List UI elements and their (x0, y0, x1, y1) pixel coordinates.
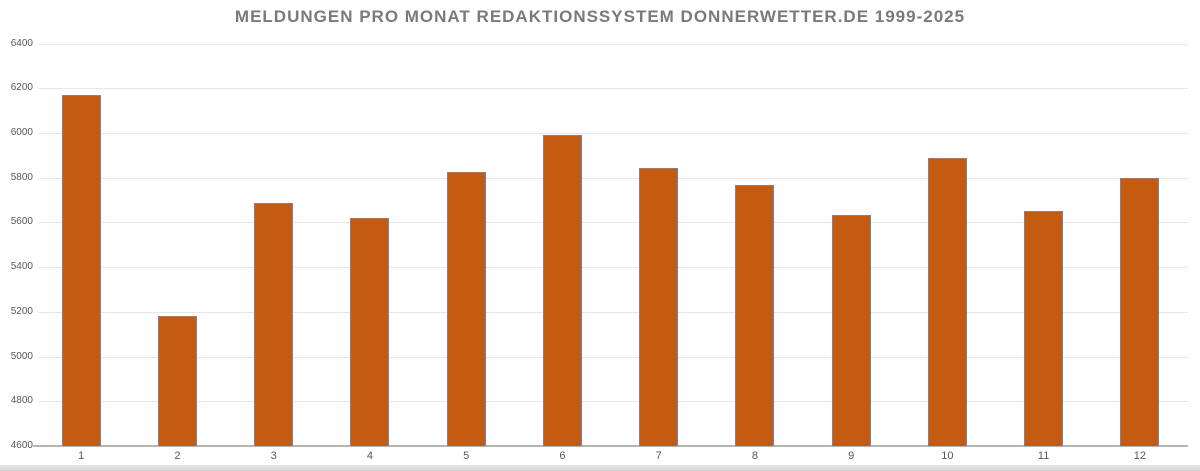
gridline (38, 222, 1188, 223)
y-axis-tick-label: 5800 (10, 171, 33, 183)
bar-month-9 (831, 214, 871, 446)
bar-month-7 (639, 167, 679, 446)
gridline (38, 401, 1188, 402)
y-axis-tick-label: 6400 (10, 37, 33, 49)
y-axis-tick-label: 4600 (10, 440, 33, 451)
gridline (38, 44, 1188, 45)
y-axis-tick-label: 5000 (10, 350, 33, 362)
x-axis-tick-label: 6 (559, 450, 566, 462)
gridline (38, 178, 1188, 179)
y-axis-tick-label: 5400 (10, 261, 33, 273)
x-axis-tick-label: 8 (751, 450, 758, 462)
y-axis-tick-label: 5600 (10, 216, 33, 228)
x-axis-tick-label: 9 (848, 450, 855, 462)
bar-month-10 (927, 157, 967, 446)
x-axis-tick-label: 3 (270, 450, 277, 462)
gridline (38, 312, 1188, 313)
gridline (38, 133, 1188, 134)
bar-month-6 (542, 135, 582, 446)
x-axis-line (33, 445, 1188, 447)
bar-month-2 (157, 316, 197, 446)
y-axis-tick-label: 6200 (10, 82, 33, 94)
gridline (38, 357, 1188, 358)
chart-title: MELDUNGEN PRO MONAT REDAKTIONSSYSTEM DON… (234, 7, 966, 26)
x-axis-tick-label: 10 (941, 450, 954, 462)
bottom-edge-bar (0, 465, 1200, 471)
bar-month-3 (254, 203, 294, 446)
x-axis-tick-label: 7 (655, 450, 662, 462)
x-axis-tick-label: 11 (1037, 450, 1050, 462)
x-axis-tick-label: 2 (174, 450, 181, 462)
bar-month-11 (1024, 211, 1064, 446)
gridline (38, 88, 1188, 89)
bar-month-5 (446, 172, 486, 446)
y-axis-tick-label: 5200 (10, 305, 33, 317)
bar-month-8 (735, 185, 775, 446)
x-axis-tick-label: 4 (366, 450, 373, 462)
x-axis-tick-label: 5 (463, 450, 470, 462)
y-axis-tick-label: 4800 (10, 395, 33, 407)
x-axis-tick-label: 12 (1133, 450, 1146, 462)
bar-month-12 (1120, 177, 1160, 446)
gridline (38, 267, 1188, 268)
bar-month-1 (61, 94, 101, 446)
bar-month-4 (350, 217, 390, 446)
x-axis-tick-label: 1 (78, 450, 85, 462)
y-axis-tick-label: 6000 (10, 126, 33, 138)
